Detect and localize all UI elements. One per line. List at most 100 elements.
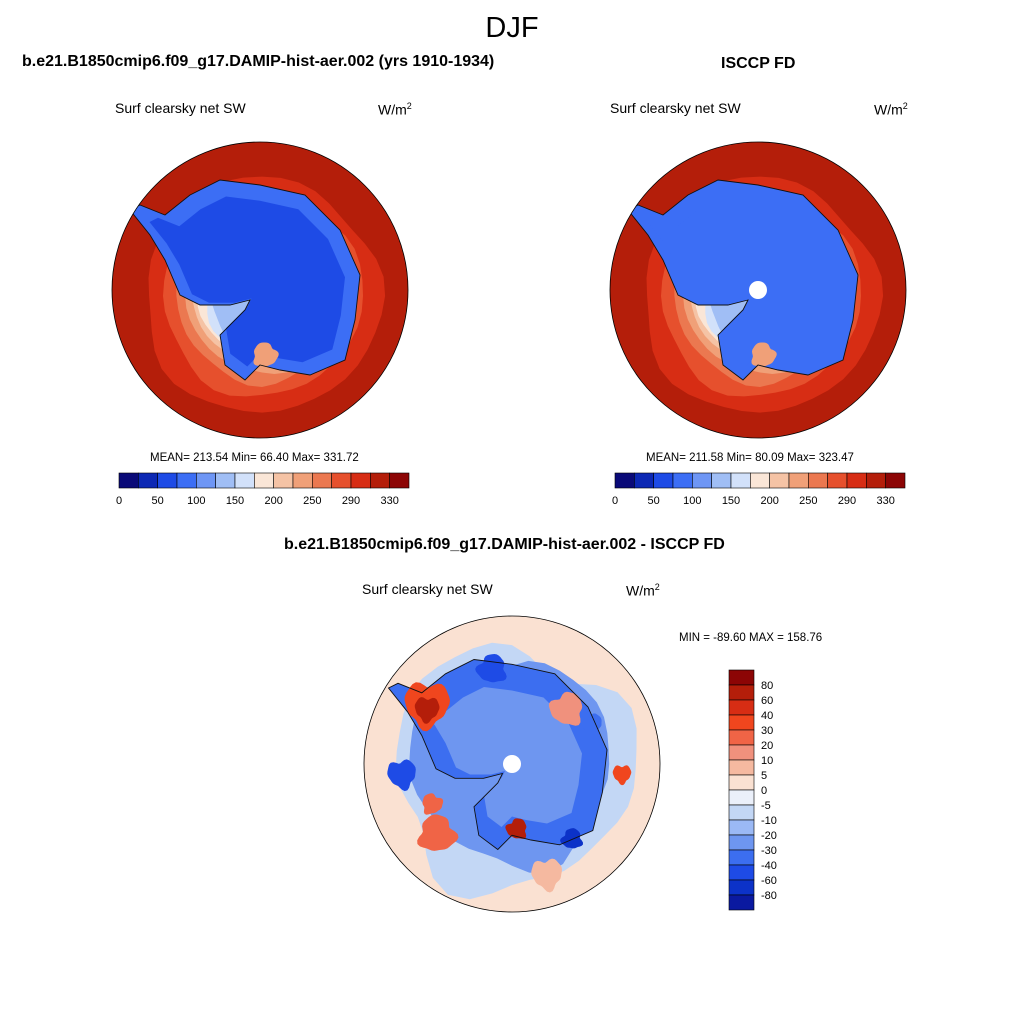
panel-1-map [111, 141, 409, 439]
panel-2-title: ISCCP FD [721, 55, 796, 72]
colorbar-swatch [728, 864, 755, 881]
colorbar-tick-label: 60 [761, 695, 773, 707]
colorbar-swatch [215, 472, 236, 489]
season-title: DJF [485, 12, 539, 44]
colorbar-swatch [846, 472, 867, 489]
colorbar-swatch [885, 472, 906, 489]
colorbar-swatch [292, 472, 313, 489]
field-band [647, 196, 843, 367]
colorbar-swatch [728, 879, 755, 896]
field-band [505, 818, 527, 839]
difference-units: W/m2 [626, 582, 660, 599]
colorbar-swatch [634, 472, 654, 489]
colorbar-tick-label: 50 [648, 495, 660, 507]
field-band [421, 687, 582, 827]
field-band [422, 793, 444, 815]
panel-1-variable: Surf clearsky net SW [115, 100, 246, 116]
colorbar-swatch [728, 714, 755, 731]
difference-stats: MIN = -89.60 MAX = 158.76 [679, 632, 823, 644]
colorbar-tick-label: 330 [876, 495, 894, 507]
colorbar-tick-label: -80 [761, 890, 777, 902]
colorbar-tick-label: 0 [116, 495, 122, 507]
colorbar-tick-label: -40 [761, 860, 777, 872]
colorbar-swatch [728, 744, 755, 761]
panel-2-colorbar: 0 50 100 150 200 250 290 330 [612, 472, 906, 507]
map-field [364, 616, 660, 912]
field-band [548, 691, 583, 726]
colorbar-tick-label: -20 [761, 830, 777, 842]
colorbar-tick-label: 80 [761, 680, 773, 692]
colorbar-tick-label: 100 [683, 495, 701, 507]
colorbar-swatch [614, 472, 635, 489]
pole-hole [503, 755, 521, 773]
colorbar-swatch [273, 472, 294, 489]
colorbar-tick-label: -10 [761, 815, 777, 827]
colorbar-swatch [728, 759, 755, 776]
field-band [560, 828, 583, 849]
colorbar-swatch [312, 472, 332, 489]
colorbar-swatch [234, 472, 255, 489]
field-band [417, 814, 459, 851]
coastline [129, 179, 361, 381]
colorbar-swatch [370, 472, 390, 489]
colorbar-swatch [827, 472, 848, 489]
colorbar-swatch [769, 472, 790, 489]
colorbar-swatch [728, 789, 755, 806]
colorbar-swatch [138, 472, 158, 489]
field-band [581, 713, 602, 736]
coastline [627, 179, 859, 381]
colorbar-tick-label: 250 [303, 495, 321, 507]
colorbar-tick-label: 250 [799, 495, 817, 507]
pole-hole [749, 281, 767, 299]
colorbar-tick-label: 5 [761, 770, 767, 782]
panel-1-units: W/m2 [378, 101, 412, 118]
coastline [387, 659, 608, 851]
colorbar-swatch [728, 894, 755, 911]
colorbar-tick-label: -30 [761, 845, 777, 857]
colorbar-tick-label: 100 [187, 495, 205, 507]
colorbar-swatch [711, 472, 732, 489]
map-field [112, 142, 408, 438]
field-band [253, 342, 279, 367]
colorbar-swatch [331, 472, 352, 489]
difference-title: b.e21.B1850cmip6.f09_g17.DAMIP-hist-aer.… [284, 536, 725, 553]
colorbar-tick-label: 200 [264, 495, 282, 507]
field-band [612, 765, 632, 786]
map-field [610, 142, 906, 438]
field-band [475, 654, 507, 683]
difference-colorbar: 80 60 40 30 20 10 5 0 -5 -10 -20 -30 -40 -60 -80 [728, 669, 777, 911]
colorbar-tick-label: 200 [760, 495, 778, 507]
colorbar-swatch [692, 472, 712, 489]
colorbar-tick-label: 30 [761, 725, 773, 737]
field-band [531, 858, 562, 893]
field-band [149, 196, 345, 367]
map-border [609, 141, 907, 439]
colorbar-swatch [350, 472, 371, 489]
colorbar-tick-label: 20 [761, 740, 773, 752]
colorbar-swatch [728, 684, 755, 701]
difference-map [363, 615, 661, 913]
colorbar-swatch [728, 729, 755, 746]
colorbar-tick-label: 0 [761, 785, 767, 797]
colorbar-tick-label: 330 [380, 495, 398, 507]
colorbar-swatch [730, 472, 751, 489]
colorbar-swatch [750, 472, 770, 489]
colorbar-tick-label: -60 [761, 875, 777, 887]
panel-1-colorbar: 0 50 100 150 200 250 290 330 [116, 472, 410, 507]
panel-2-units: W/m2 [874, 101, 908, 118]
map-border [363, 615, 661, 913]
colorbar-swatch [118, 472, 139, 489]
map-border [111, 141, 409, 439]
difference-variable: Surf clearsky net SW [362, 581, 493, 597]
colorbar-tick-label: 150 [226, 495, 244, 507]
colorbar-tick-label: 50 [152, 495, 164, 507]
colorbar-swatch [389, 472, 410, 489]
field-band [751, 342, 777, 367]
colorbar-tick-label: 150 [722, 495, 740, 507]
colorbar-swatch [728, 774, 755, 791]
colorbar-tick-label: -5 [761, 800, 771, 812]
colorbar-swatch [866, 472, 886, 489]
colorbar-swatch [728, 849, 755, 866]
panel-1-title: b.e21.B1850cmip6.f09_g17.DAMIP-hist-aer.… [22, 53, 495, 70]
colorbar-swatch [788, 472, 809, 489]
